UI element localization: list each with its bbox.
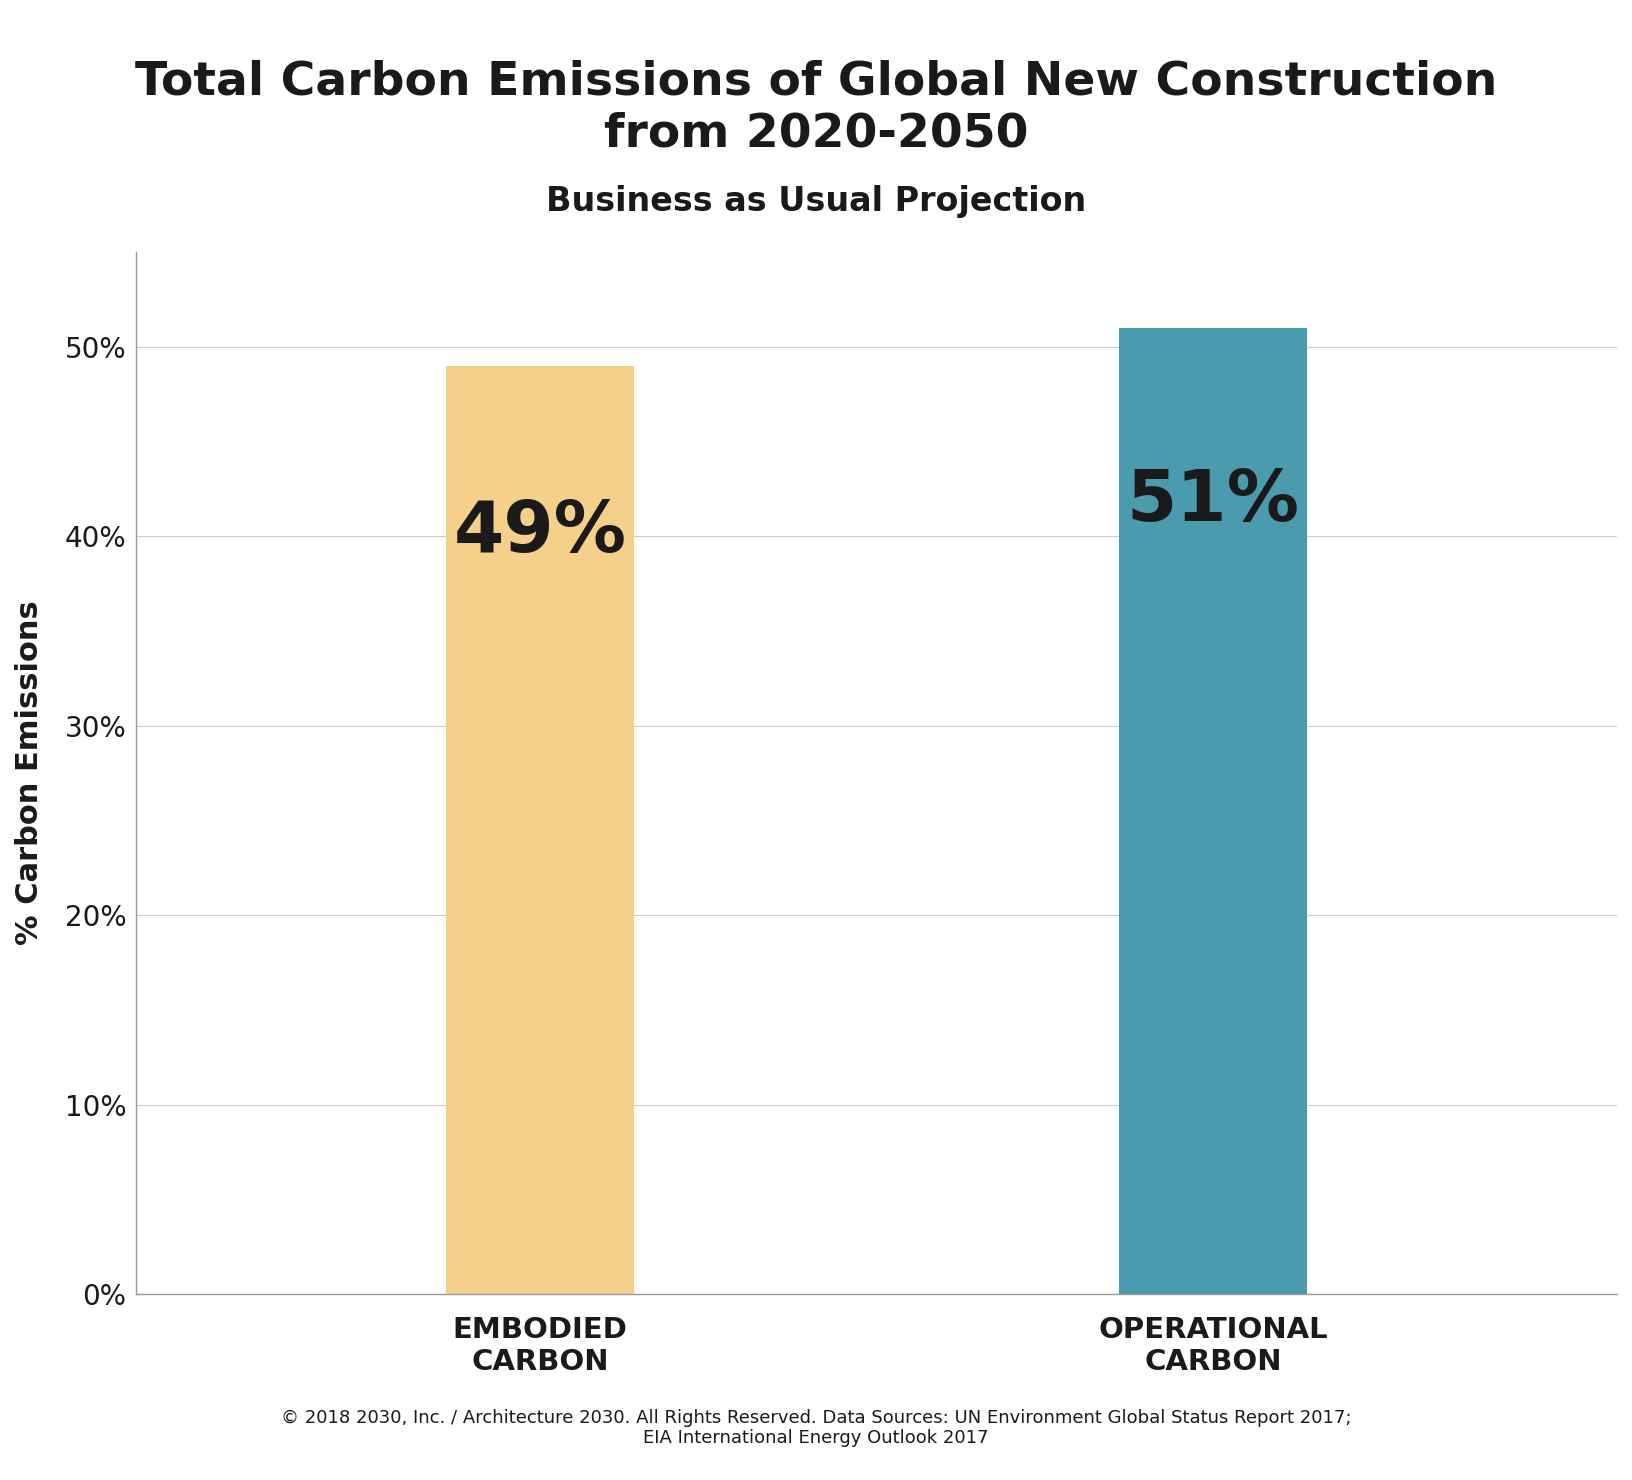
Text: Business as Usual Projection: Business as Usual Projection: [545, 185, 1087, 218]
Text: © 2018 2030, Inc. / Architecture 2030. All Rights Reserved. Data Sources: UN Env: © 2018 2030, Inc. / Architecture 2030. A…: [281, 1409, 1351, 1447]
Bar: [1120, 327, 1307, 1295]
Text: 51%: 51%: [1126, 468, 1299, 536]
Bar: [446, 366, 635, 1295]
Y-axis label: % Carbon Emissions: % Carbon Emissions: [15, 601, 44, 946]
Text: 49%: 49%: [454, 499, 627, 567]
Text: Total Carbon Emissions of Global New Construction
from 2020-2050: Total Carbon Emissions of Global New Con…: [135, 59, 1497, 157]
